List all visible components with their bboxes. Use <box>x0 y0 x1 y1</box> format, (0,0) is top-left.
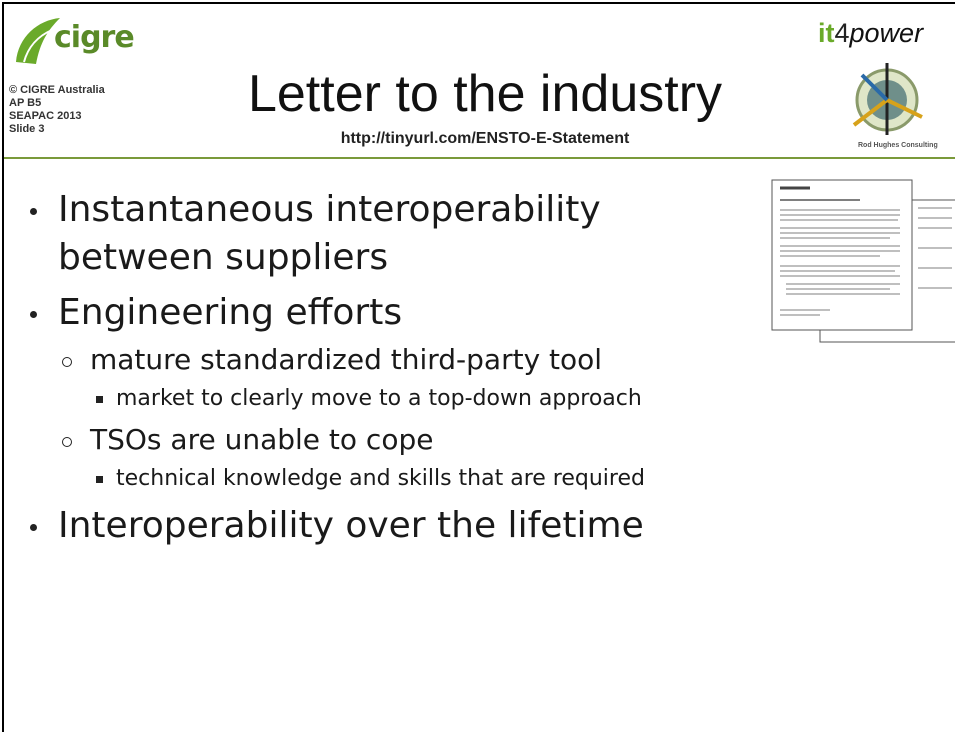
bullet-marker <box>30 524 37 531</box>
link: http://tinyurl.com/ENSTO-E-Statement <box>190 130 780 148</box>
logo-name: cigre <box>54 20 134 55</box>
bullet-marker <box>30 208 37 215</box>
bullet-text: mature standardized third-party tool <box>90 343 602 376</box>
brand-part: power <box>850 18 924 48</box>
bullet-marker <box>30 311 37 318</box>
bullet-text: Engineering efforts <box>58 292 402 333</box>
logo-line: SEAPAC 2013 <box>9 110 105 123</box>
bullet-item: mature standardized third-party tool mark… <box>90 341 955 415</box>
bullet-item: Engineering efforts mature standardized t… <box>58 289 955 495</box>
brand-emblem <box>842 55 932 145</box>
bullet-item: TSOs are unable to cope technical knowled… <box>90 421 955 495</box>
logo-line: AP B5 <box>9 97 105 110</box>
bullet-item: Interoperability over the lifetime <box>58 502 955 550</box>
bullet-marker <box>96 396 103 403</box>
logo-line: Slide 3 <box>9 123 105 136</box>
bullet-marker <box>62 437 72 447</box>
header-rule <box>4 157 955 159</box>
brand-part: it <box>818 18 835 48</box>
bullet-text: Instantaneous interoperability between s… <box>58 189 601 278</box>
bullet-item: technical knowledge and skills that are … <box>116 463 955 495</box>
brand-caption: Rod Hughes Consulting <box>858 142 938 149</box>
bullet-marker <box>62 357 72 367</box>
brand-part: 4 <box>835 18 850 48</box>
bullet-list: Instantaneous interoperability between s… <box>0 186 955 557</box>
bullet-item: market to clearly move to a top-down app… <box>116 383 955 415</box>
bullet-text: TSOs are unable to cope <box>90 423 433 456</box>
brand: it4power <box>818 18 923 49</box>
slide: cigre © CIGRE AustraliaAP B5SEAPAC 2013S… <box>0 0 955 720</box>
bullet-marker <box>96 476 103 483</box>
title: Letter to the industry <box>190 64 780 124</box>
logo-line: © CIGRE Australia <box>9 84 105 97</box>
bullet-item: Instantaneous interoperability between s… <box>58 186 618 282</box>
bullet-text: Interoperability over the lifetime <box>58 505 644 546</box>
bullet-text: market to clearly move to a top-down app… <box>116 386 642 411</box>
bullet-text: technical knowledge and skills that are … <box>116 466 645 491</box>
